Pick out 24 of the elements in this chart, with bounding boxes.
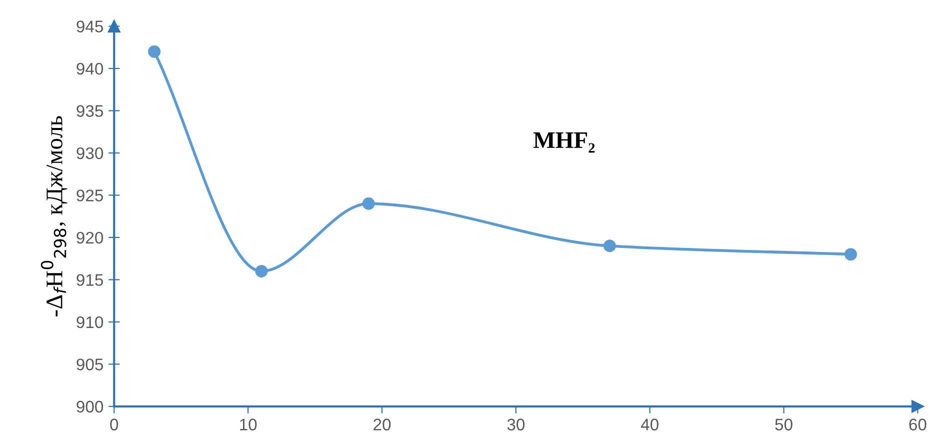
- x-tick-label: 50: [775, 418, 792, 430]
- point: [148, 45, 161, 58]
- y-tick-label: 905: [76, 358, 104, 370]
- x-tick-label: 0: [110, 418, 118, 430]
- x-tick-label: 10: [240, 418, 257, 430]
- x-tick-label: 20: [374, 418, 391, 430]
- point: [362, 197, 375, 210]
- y-axis-title: -Δ$_{f}$H$^{0}$$_{298}$, кДж/моль: [40, 116, 68, 316]
- y-tick-label: 900: [76, 400, 104, 413]
- annotation: MHF₂: [533, 132, 595, 153]
- x-tick-label: 60: [909, 418, 926, 430]
- y-tick-label: 925: [76, 190, 104, 202]
- point: [844, 248, 857, 261]
- y-tick-label: 945: [76, 20, 104, 32]
- y-tick-label: 910: [76, 316, 104, 328]
- y-tick-label: 930: [76, 147, 104, 160]
- y-tick-label: 920: [76, 232, 104, 244]
- y-tick-label: 915: [76, 274, 104, 286]
- point: [255, 264, 268, 278]
- x-tick-label: 40: [640, 418, 658, 430]
- y-tick-label: 940: [76, 62, 104, 75]
- x-tick-label: 30: [507, 418, 525, 430]
- point: [603, 240, 616, 252]
- y-tick-label: 935: [76, 105, 104, 117]
